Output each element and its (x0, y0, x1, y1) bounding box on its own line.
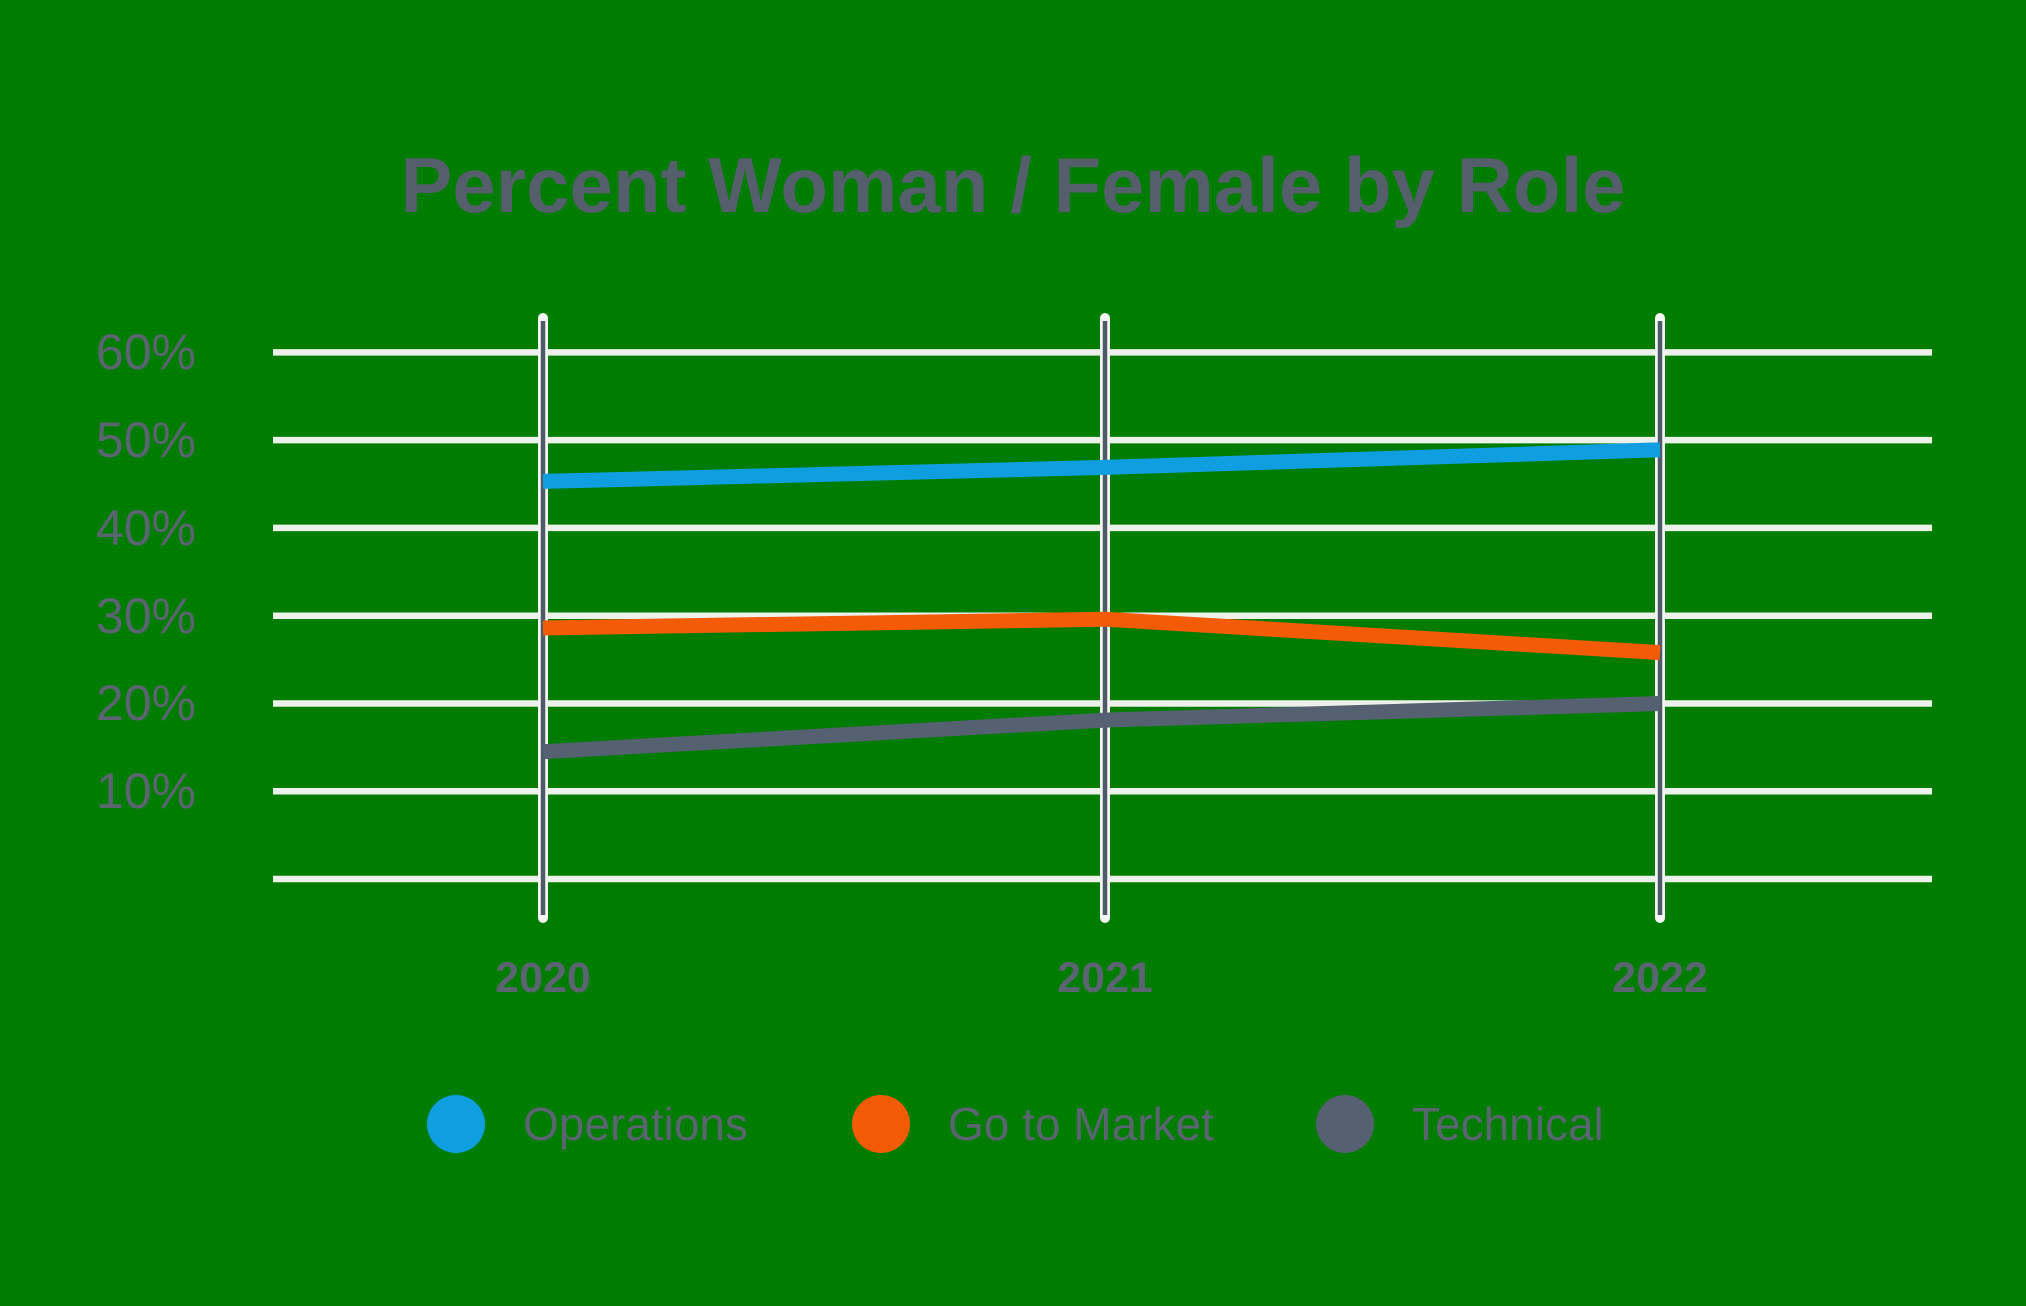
series-line-go-to-market (542, 611, 1661, 661)
series-line-technical (542, 696, 1661, 760)
y-tick-label: 50% (95, 412, 196, 469)
x-tick-label: 2020 (495, 954, 591, 1002)
series-line-operations (542, 442, 1661, 489)
legend-label: Technical (1412, 1098, 1604, 1150)
y-tick-label: 60% (95, 324, 196, 381)
y-tick-label: 20% (95, 675, 196, 732)
y-tick-label: 40% (95, 499, 196, 556)
x-tick-label: 2021 (1057, 954, 1153, 1002)
legend-item-operations: Operations (427, 1095, 748, 1153)
legend-item-go-to-market: Go to Market (852, 1095, 1214, 1153)
legend-dot-icon (427, 1095, 485, 1153)
chart-title: Percent Woman / Female by Role (400, 141, 1626, 229)
legend-label: Operations (523, 1098, 749, 1150)
y-tick-label: 30% (95, 587, 196, 644)
legend-dot-icon (1316, 1095, 1374, 1153)
legend-label: Go to Market (948, 1098, 1214, 1150)
x-tick-label: 2022 (1612, 954, 1708, 1002)
legend-item-technical: Technical (1316, 1095, 1604, 1153)
legend-dot-icon (852, 1095, 910, 1153)
y-tick-label: 10% (95, 763, 196, 820)
